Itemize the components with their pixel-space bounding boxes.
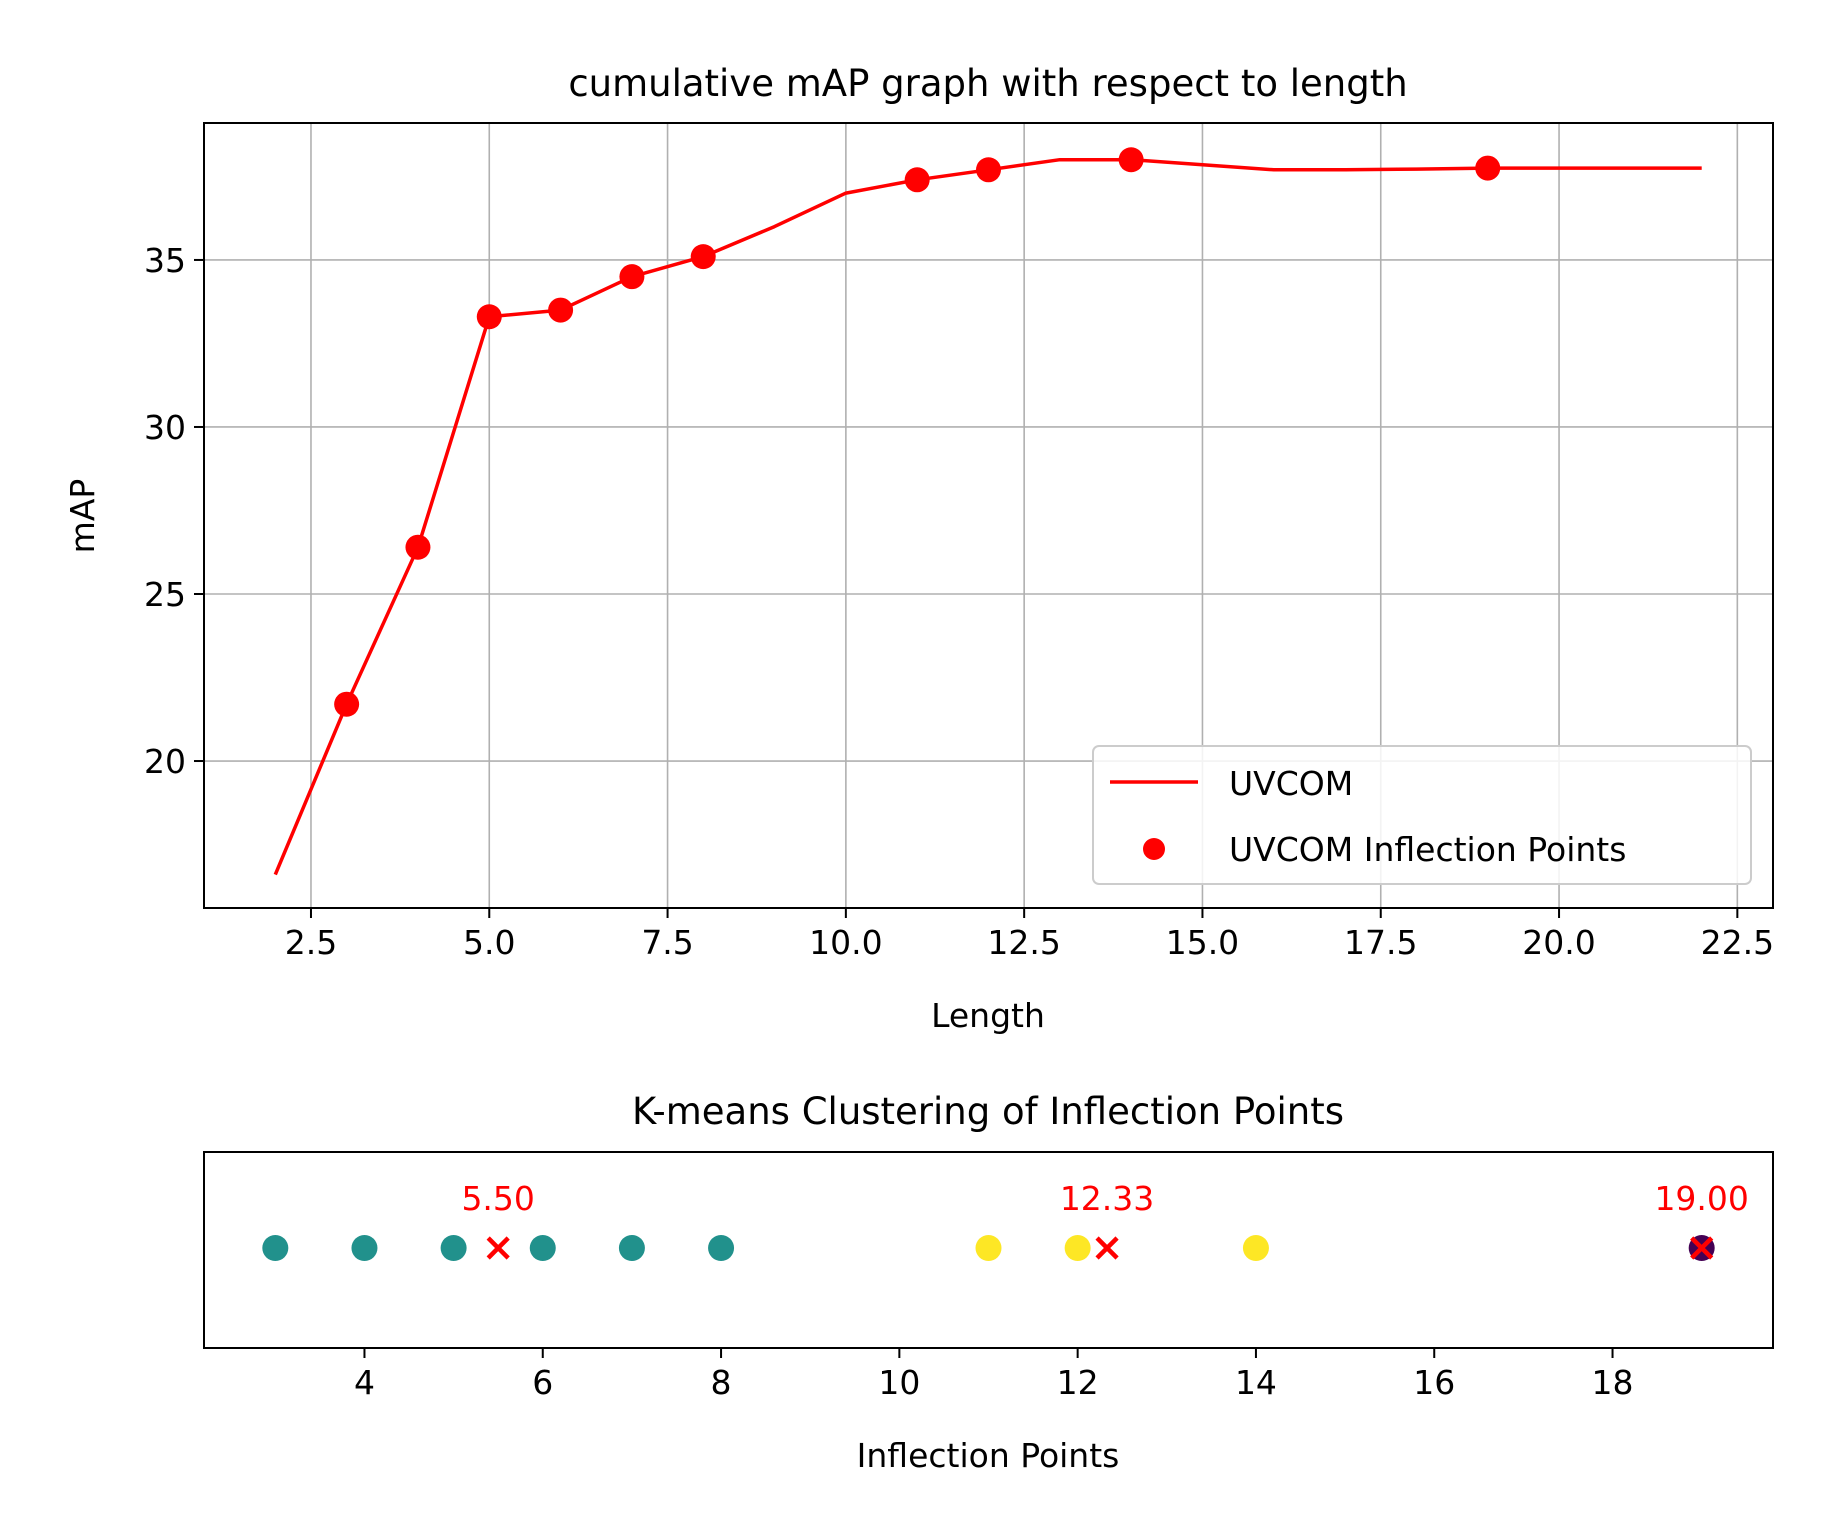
y-tick-label: 25 (144, 575, 186, 614)
legend: UVCOM UVCOM Inflection Points (1092, 745, 1752, 885)
centroid-marker (1095, 1236, 1119, 1260)
x-tick-label: 6 (532, 1363, 553, 1402)
x-tick-label: 10 (878, 1363, 920, 1402)
x-tick-label: 12 (1057, 1363, 1099, 1402)
x-tick-label: 14 (1235, 1363, 1277, 1402)
legend-entry-inflection-points: UVCOM Inflection Points (1229, 830, 1626, 869)
legend-entry-uvcom: UVCOM (1229, 764, 1353, 803)
legend-frame (1092, 745, 1752, 885)
inflection-point-marker (1118, 147, 1144, 173)
y-tick-label: 30 (144, 408, 186, 447)
x-tick-label: 20.0 (1522, 923, 1595, 962)
x-tick-label: 15.0 (1166, 923, 1239, 962)
cluster-point (440, 1235, 467, 1261)
cluster-point (975, 1235, 1002, 1261)
inflection-point-marker (548, 297, 574, 323)
line-chart-marks (273, 147, 1702, 876)
inflection-point-marker (334, 691, 360, 717)
x-tick-label: 22.5 (1701, 923, 1774, 962)
centroid-marker (1690, 1236, 1714, 1260)
x-tick-label: 2.5 (285, 923, 337, 962)
line-chart-title: cumulative mAP graph with respect to len… (568, 62, 1407, 105)
kmeans-chart-plot-frame (203, 1151, 1774, 1349)
inflection-point-marker (405, 534, 431, 560)
x-tick-label: 5.0 (463, 923, 515, 962)
kmeans-chart-marks: 5.50 12.33 19.00 (262, 1179, 1749, 1261)
inflection-point-marker (904, 167, 930, 193)
cluster-point (708, 1235, 735, 1261)
line-chart-x-ticks: 2.5 5.0 7.5 10.0 12.5 15.0 17.5 20.0 22.5 (285, 908, 1774, 962)
x-tick-label: 8 (711, 1363, 732, 1402)
centroid-label: 5.50 (461, 1179, 534, 1218)
centroid-marker (486, 1236, 510, 1260)
x-tick-label: 17.5 (1344, 923, 1417, 962)
kmeans-chart-title: K-means Clustering of Inflection Points (632, 1090, 1344, 1133)
cluster-point (618, 1235, 645, 1261)
cluster-point (1242, 1235, 1269, 1261)
kmeans-chart-x-label: Inflection Points (857, 1436, 1120, 1475)
inflection-point-marker (1475, 155, 1501, 181)
centroid-label: 12.33 (1060, 1179, 1154, 1218)
kmeans-chart: K-means Clustering of Inflection Points … (203, 1090, 1774, 1475)
cluster-point (262, 1235, 289, 1261)
x-tick-label: 18 (1592, 1363, 1634, 1402)
y-tick-label: 20 (144, 742, 186, 781)
inflection-point-marker (690, 244, 716, 270)
line-chart-plot-frame (203, 122, 1774, 909)
x-tick-label: 12.5 (987, 923, 1060, 962)
kmeans-chart-x-ticks: 4 6 8 10 12 14 16 18 (354, 1348, 1634, 1402)
centroid-label: 19.00 (1654, 1179, 1748, 1218)
y-tick-label: 35 (144, 241, 186, 280)
inflection-point-marker (976, 157, 1001, 183)
x-tick-label: 4 (354, 1363, 375, 1402)
inflection-point-marker (476, 304, 502, 330)
x-tick-label: 10.0 (809, 923, 882, 962)
x-tick-label: 7.5 (641, 923, 693, 962)
x-tick-label: 16 (1413, 1363, 1455, 1402)
legend-marker-swatch (1143, 838, 1165, 860)
line-chart-x-label: Length (931, 996, 1045, 1035)
line-chart: cumulative mAP graph with respect to len… (63, 62, 1774, 1035)
cluster-point (1064, 1235, 1091, 1261)
cluster-point (351, 1235, 378, 1261)
line-chart-y-ticks: 20 25 30 35 (144, 241, 204, 781)
line-chart-y-label: mAP (63, 479, 102, 554)
cluster-point (529, 1235, 556, 1261)
inflection-point-marker (619, 264, 645, 290)
